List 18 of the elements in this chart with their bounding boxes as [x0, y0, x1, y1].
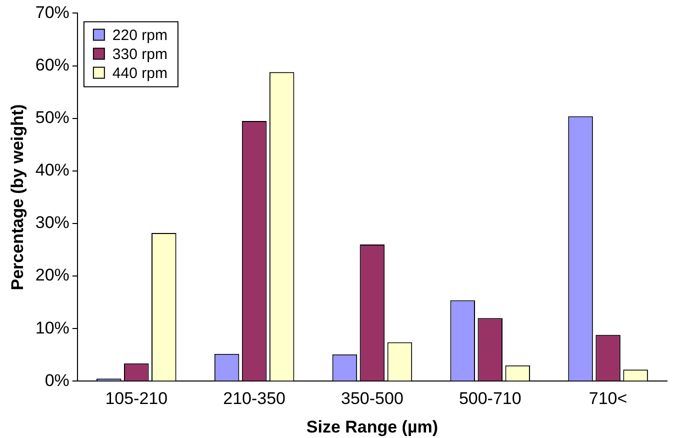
y-tick-label: 20% — [35, 266, 70, 285]
x-tick-label: 210-350 — [223, 389, 286, 408]
y-axis-title: Percentage (by weight) — [8, 104, 27, 290]
y-tick-label: 40% — [35, 160, 70, 180]
y-tick-label: 60% — [35, 55, 70, 74]
x-tick-label: 710< — [588, 389, 628, 408]
legend-label: 220 rpm — [112, 26, 168, 44]
y-tick-label: 10% — [35, 318, 70, 338]
x-axis-title: Size Range (µm) — [306, 417, 438, 436]
x-tick-label: 105-210 — [105, 389, 168, 408]
legend-label: 440 rpm — [112, 64, 168, 82]
y-tick-label: 0% — [44, 370, 70, 390]
y-tick-label: 50% — [35, 108, 70, 128]
legend-label: 330 rpm — [112, 46, 168, 63]
y-tick-label: 30% — [35, 213, 70, 232]
y-tick-label: 70% — [35, 2, 70, 22]
x-tick-label: 500-710 — [458, 389, 522, 408]
x-tick-label: 350-500 — [341, 389, 404, 408]
